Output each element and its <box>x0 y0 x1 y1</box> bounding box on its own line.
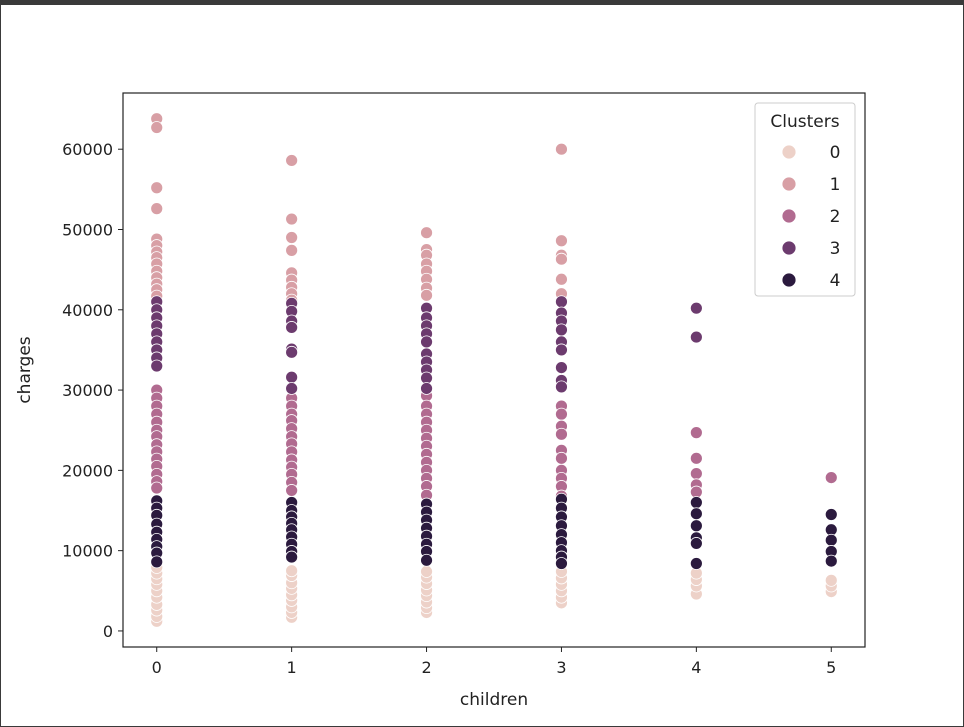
x-tick-label: 3 <box>556 658 566 677</box>
data-point-cluster-3 <box>150 359 164 373</box>
data-point-cluster-1 <box>285 243 299 257</box>
legend-label: 4 <box>830 271 841 291</box>
legend-marker <box>781 144 797 160</box>
x-tick-label: 2 <box>421 658 431 677</box>
plot-area <box>122 92 866 648</box>
x-axis-label: children <box>460 690 528 710</box>
data-point-cluster-4 <box>824 533 838 547</box>
legend-title: Clusters <box>770 112 839 132</box>
y-tick-label: 20000 <box>62 461 113 480</box>
data-point-cluster-2 <box>555 427 568 441</box>
legend-label: 0 <box>830 143 841 163</box>
legend: Clusters 0 1 2 3 4 <box>754 102 856 297</box>
data-point-cluster-3 <box>420 335 433 349</box>
data-point-cluster-2 <box>689 451 703 465</box>
data-point-cluster-1 <box>555 142 568 156</box>
data-point-cluster-0 <box>824 573 838 587</box>
data-point-cluster-0 <box>420 565 433 578</box>
data-point-cluster-3 <box>689 301 703 315</box>
legend-label: 3 <box>830 239 841 259</box>
y-tick-label: 0 <box>103 622 113 641</box>
data-point-cluster-4 <box>689 496 703 509</box>
data-point-cluster-4 <box>824 554 838 568</box>
scatter-points <box>150 112 838 628</box>
y-tick-label: 10000 <box>62 542 113 561</box>
data-point-cluster-2 <box>689 426 703 440</box>
x-tick-label: 0 <box>152 658 162 677</box>
data-point-cluster-3 <box>555 323 568 337</box>
data-point-cluster-4 <box>689 537 703 550</box>
data-point-cluster-2 <box>150 481 164 495</box>
data-point-cluster-4 <box>555 557 568 570</box>
y-axis: 0 10000 20000 30000 40000 50000 60000 <box>62 140 123 641</box>
data-point-cluster-2 <box>824 471 838 484</box>
data-point-cluster-3 <box>555 380 568 394</box>
data-point-cluster-3 <box>285 382 299 395</box>
x-axis: 0 1 2 3 4 5 <box>152 647 836 677</box>
data-point-cluster-1 <box>420 288 433 302</box>
legend-box <box>754 102 856 297</box>
data-point-cluster-4 <box>420 553 433 567</box>
legend-marker <box>781 176 797 192</box>
data-point-cluster-1 <box>555 252 568 266</box>
data-point-cluster-1 <box>150 121 164 134</box>
data-point-cluster-1 <box>420 226 433 240</box>
data-point-cluster-3 <box>420 382 433 395</box>
data-point-cluster-4 <box>824 508 838 521</box>
data-point-cluster-3 <box>285 345 299 359</box>
legend-label: 1 <box>830 175 841 195</box>
data-point-cluster-4 <box>689 507 703 521</box>
data-point-cluster-2 <box>285 484 299 497</box>
data-point-cluster-3 <box>285 370 299 384</box>
y-tick-label: 60000 <box>62 140 113 159</box>
data-point-cluster-3 <box>555 295 568 309</box>
y-tick-label: 30000 <box>62 381 113 400</box>
y-tick-label: 40000 <box>62 301 113 320</box>
x-tick-label: 1 <box>287 658 297 677</box>
legend-marker <box>781 272 797 288</box>
data-point-cluster-1 <box>555 272 568 286</box>
data-point-cluster-2 <box>689 467 703 480</box>
data-point-cluster-4 <box>689 557 703 570</box>
data-point-cluster-2 <box>555 407 568 421</box>
legend-marker <box>781 208 797 224</box>
legend-marker <box>781 240 797 256</box>
data-point-cluster-1 <box>285 154 299 167</box>
x-tick-label: 4 <box>691 658 701 677</box>
data-point-cluster-4 <box>150 555 164 569</box>
data-point-cluster-3 <box>555 361 568 374</box>
data-point-cluster-1 <box>150 181 164 195</box>
legend-label: 2 <box>830 207 841 227</box>
data-point-cluster-4 <box>285 550 299 564</box>
data-point-cluster-3 <box>689 330 703 344</box>
data-point-cluster-3 <box>555 343 568 357</box>
x-tick-label: 5 <box>826 658 836 677</box>
data-point-cluster-3 <box>285 321 299 334</box>
data-point-cluster-1 <box>150 202 164 216</box>
data-point-cluster-1 <box>285 212 299 226</box>
data-point-cluster-0 <box>285 564 299 578</box>
data-point-cluster-1 <box>285 231 299 244</box>
y-axis-label: charges <box>15 336 35 403</box>
data-point-cluster-2 <box>555 451 568 465</box>
y-tick-label: 50000 <box>62 220 113 239</box>
data-point-cluster-1 <box>555 234 568 248</box>
data-point-cluster-4 <box>689 519 703 533</box>
